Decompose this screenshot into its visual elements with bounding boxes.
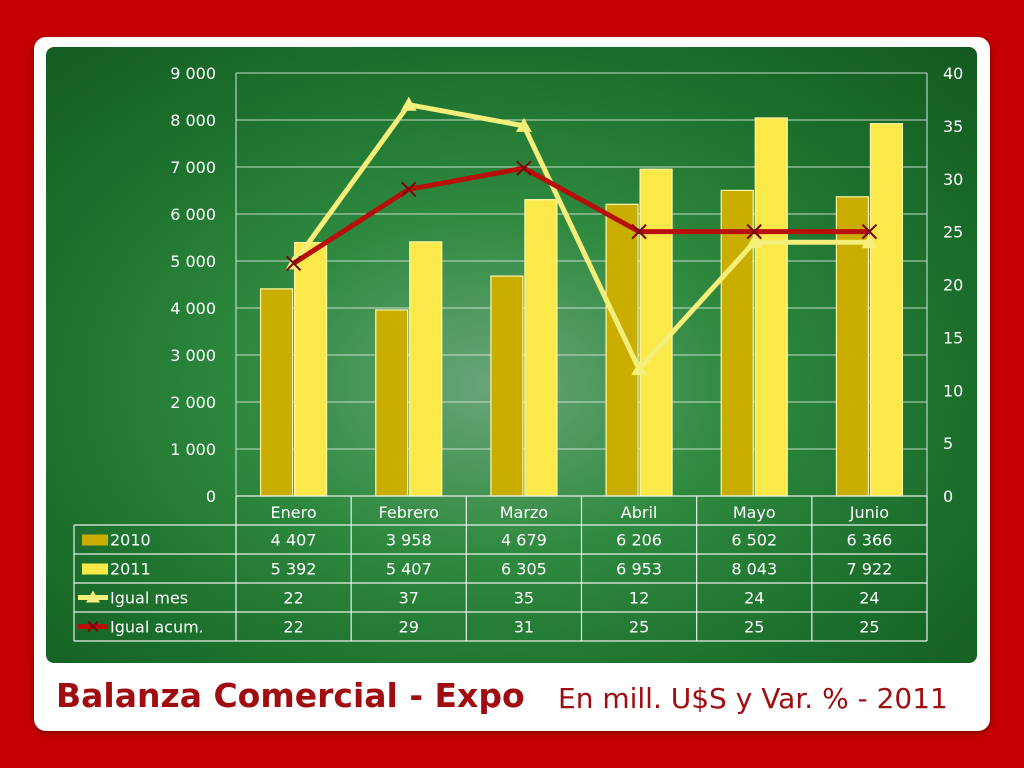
y-left-tick-label: 2 000 bbox=[170, 393, 216, 412]
point-igual-mes bbox=[861, 234, 878, 249]
y-right-tick-label: 15 bbox=[943, 328, 963, 347]
slide-subtitle: En mill. U$S y Var. % - 2011 bbox=[558, 682, 948, 715]
data-label: 24 bbox=[859, 589, 879, 608]
data-label: 29 bbox=[399, 618, 419, 637]
data-label: 7 922 bbox=[847, 560, 893, 579]
y-left-tick-label: 7 000 bbox=[170, 158, 216, 177]
data-label: 24 bbox=[744, 589, 764, 608]
point-igual-mes bbox=[400, 96, 417, 111]
data-label: 5 392 bbox=[271, 560, 317, 579]
point-igual-acum bbox=[401, 181, 417, 198]
point-igual-acum bbox=[746, 223, 762, 240]
y-left-tick-label: 8 000 bbox=[170, 111, 216, 130]
bar-2011 bbox=[293, 241, 328, 497]
y-right-tick-label: 40 bbox=[943, 64, 963, 83]
point-igual-acum bbox=[631, 223, 647, 240]
bar-2010 bbox=[259, 288, 294, 497]
data-label: 25 bbox=[744, 618, 764, 637]
bar-2010 bbox=[605, 203, 639, 497]
data-label: 37 bbox=[399, 589, 419, 608]
chart-panel: 0 1 000 2 000 3 000 4 000 5 000 6 000 7 000 8 00… bbox=[46, 47, 977, 663]
data-label: 6 305 bbox=[501, 560, 547, 579]
data-label: 3 958 bbox=[386, 531, 432, 550]
data-label: 25 bbox=[629, 618, 649, 637]
legend-label: 2010 bbox=[110, 531, 151, 550]
legend-marker bbox=[87, 620, 99, 633]
data-label: 35 bbox=[514, 589, 534, 608]
point-igual-acum bbox=[861, 223, 878, 240]
category-label: Abril bbox=[621, 503, 658, 522]
point-igual-acum bbox=[285, 255, 302, 272]
category-label: Enero bbox=[271, 503, 317, 522]
y-right-tick-label: 5 bbox=[943, 434, 953, 453]
y-left-tick-label: 9 000 bbox=[170, 64, 216, 83]
point-igual-mes bbox=[515, 117, 532, 132]
line-series-igual-acum bbox=[292, 165, 870, 266]
data-label: 4 407 bbox=[271, 531, 317, 550]
data-label: 5 407 bbox=[386, 560, 432, 579]
slide-title: Balanza Comercial - Expo bbox=[56, 676, 525, 715]
y-right-tick-label: 35 bbox=[943, 117, 963, 136]
category-label: Junio bbox=[849, 503, 889, 522]
data-label: 12 bbox=[629, 589, 649, 608]
legend-swatch bbox=[82, 563, 108, 575]
y-left-tick-label: 4 000 bbox=[170, 299, 216, 318]
data-label: 31 bbox=[514, 618, 534, 637]
bar-2010 bbox=[720, 189, 754, 497]
y-left-tick-label: 3 000 bbox=[170, 346, 216, 365]
y-right-tick-label: 0 bbox=[943, 487, 953, 506]
data-label: 6 366 bbox=[847, 531, 893, 550]
bar-2011 bbox=[754, 117, 788, 497]
bar-2011 bbox=[524, 199, 558, 497]
y-right-tick-label: 30 bbox=[943, 170, 963, 189]
y-left-tick-label: 6 000 bbox=[170, 205, 216, 224]
data-label: 8 043 bbox=[731, 560, 777, 579]
category-label: Mayo bbox=[733, 503, 776, 522]
legend-marker bbox=[86, 590, 100, 603]
line-series-igual-mes bbox=[291, 102, 870, 372]
category-label: Febrero bbox=[379, 503, 439, 522]
bar-2011 bbox=[409, 241, 443, 497]
bar-2010 bbox=[375, 309, 409, 497]
data-label: 6 953 bbox=[616, 560, 662, 579]
category-label: Marzo bbox=[500, 503, 548, 522]
data-label: 4 679 bbox=[501, 531, 547, 550]
bar-2011 bbox=[639, 168, 673, 497]
y-left-tick-label: 0 bbox=[206, 487, 216, 506]
y-right-tick-label: 25 bbox=[943, 223, 963, 242]
data-label: 6 206 bbox=[616, 531, 662, 550]
legend-label: 2011 bbox=[110, 560, 151, 579]
y-right-tick-label: 20 bbox=[943, 276, 963, 295]
data-label: 22 bbox=[283, 618, 303, 637]
bar-2011 bbox=[869, 123, 904, 497]
point-igual-mes bbox=[746, 234, 763, 249]
combo-chart: 0 1 000 2 000 3 000 4 000 5 000 6 000 7 000 8 00… bbox=[73, 64, 963, 642]
data-label: 6 502 bbox=[731, 531, 777, 550]
y-right-tick-label: 10 bbox=[943, 381, 963, 400]
point-igual-acum bbox=[516, 160, 532, 176]
y-left-tick-label: 1 000 bbox=[170, 440, 216, 459]
legend-swatch bbox=[82, 534, 108, 546]
data-label: 22 bbox=[283, 589, 303, 608]
legend-label: Igual mes bbox=[110, 589, 188, 608]
y-left-tick-label: 5 000 bbox=[170, 252, 216, 271]
bar-2010 bbox=[490, 275, 524, 497]
point-igual-mes bbox=[631, 361, 648, 376]
data-label: 25 bbox=[859, 618, 879, 637]
legend-label: Igual acum. bbox=[110, 618, 204, 637]
